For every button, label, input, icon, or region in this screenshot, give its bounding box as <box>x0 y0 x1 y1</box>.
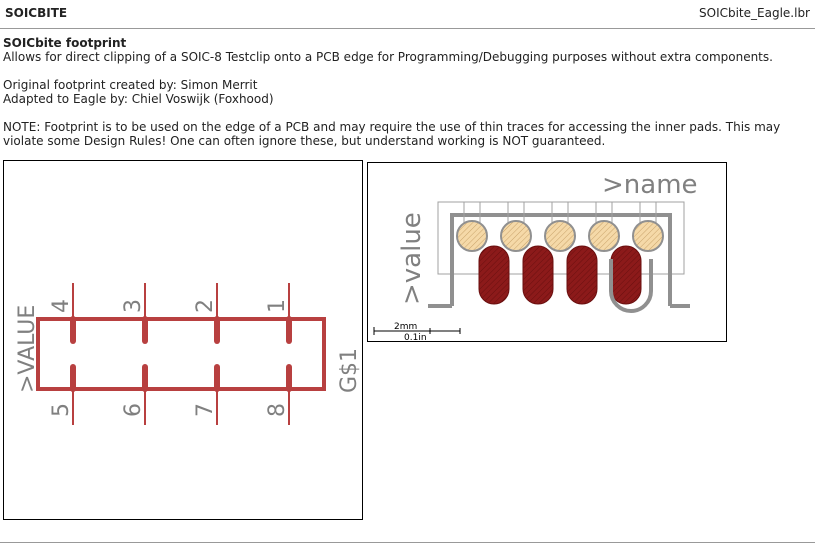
pad-keepout-outline <box>609 259 653 313</box>
note-text: NOTE: Footprint is to be used on the edg… <box>3 120 781 148</box>
pin-number-2: 2 <box>193 299 218 313</box>
package-name-label: >name <box>602 170 698 200</box>
pin-number-8: 8 <box>265 403 290 417</box>
symbol-preview: 4 3 2 1 5 6 7 8 >VALUE G$1 <box>3 160 363 520</box>
header-bar: SOICBITE SOICbite_Eagle.lbr <box>0 0 815 29</box>
package-value-label: >value <box>397 212 427 305</box>
symbol-drawing: 4 3 2 1 5 6 7 8 >VALUE G$1 <box>15 283 362 425</box>
package-drawing: >name >value <box>373 170 698 343</box>
symbol-name-label: G$1 <box>337 348 362 393</box>
description: SOICbite footprint Allows for direct cli… <box>3 36 808 148</box>
package-body-outline <box>450 213 672 306</box>
smd-pad-row <box>478 245 642 305</box>
description-line: Allows for direct clipping of a SOIC-8 T… <box>3 50 773 64</box>
pin-contacts <box>70 316 292 392</box>
top-pad-row <box>456 220 664 252</box>
top-pin-lines <box>72 283 290 425</box>
device-title: SOICBITE <box>5 6 68 20</box>
adapted-credit: Adapted to Eagle by: Chiel Voswijk (Foxh… <box>3 92 274 106</box>
scale-in-label: 0.1in <box>404 333 427 341</box>
package-outline-box <box>437 201 685 275</box>
pad-guides <box>463 202 657 223</box>
pin-number-6: 6 <box>121 403 146 417</box>
scale-mm-label: 2mm <box>394 322 417 332</box>
author-credit: Original footprint created by: Simon Mer… <box>3 78 258 92</box>
pin-number-4: 4 <box>49 299 74 313</box>
package-preview: >name >value <box>367 162 727 343</box>
footer-divider <box>0 542 815 543</box>
symbol-body <box>36 317 326 391</box>
pin-number-3: 3 <box>121 299 146 313</box>
scale-bar <box>373 327 461 335</box>
pin-number-1: 1 <box>265 299 290 313</box>
pin-number-5: 5 <box>49 403 74 417</box>
description-heading: SOICbite footprint <box>3 36 127 50</box>
library-file-name: SOICbite_Eagle.lbr <box>699 6 810 20</box>
pin-number-7: 7 <box>193 403 218 417</box>
symbol-value-label: >VALUE <box>15 305 40 393</box>
